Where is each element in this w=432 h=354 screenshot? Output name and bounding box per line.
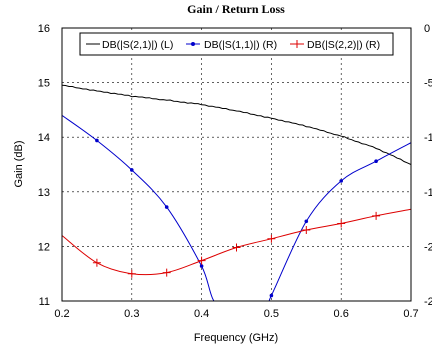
data-point-s22 bbox=[162, 268, 171, 277]
data-point-s22 bbox=[337, 219, 346, 228]
x-tick-label: 0.2 bbox=[54, 308, 69, 320]
chart-title: Gain / Return Loss bbox=[187, 2, 285, 16]
data-point-s11 bbox=[304, 219, 309, 224]
y2-tick-label: -2 bbox=[424, 296, 432, 308]
data-point-s11 bbox=[164, 205, 169, 209]
legend-marker-plus bbox=[293, 40, 301, 48]
series-group bbox=[62, 84, 411, 301]
series-layer bbox=[62, 84, 411, 301]
y2-tick-label: -1 bbox=[424, 187, 432, 199]
legend-label-3: DB(|S(2,2)|) (R) bbox=[307, 39, 380, 51]
x-tick-label: 0.6 bbox=[334, 308, 349, 320]
plot-frame bbox=[61, 27, 412, 302]
data-point-s22 bbox=[267, 234, 276, 243]
y-tick-label: 13 bbox=[38, 187, 50, 199]
legend: DB(|S(2,1)|) (L) DB(|S(1,1)|) (R) DB(|S(2,… bbox=[79, 32, 394, 56]
y-tick-label: 16 bbox=[38, 23, 50, 35]
tick-labels: 0.2 0.3 0.4 0.5 0.6 0.7 11 12 13 14 15 16 0 -5 -1 -1 -2 -… bbox=[38, 23, 432, 320]
data-point-s22 bbox=[127, 269, 136, 278]
legend-label-2: DB(|S(1,1)|) (R) bbox=[204, 39, 277, 51]
series-line-1 bbox=[62, 84, 411, 165]
y2-tick-label: -5 bbox=[424, 78, 432, 90]
y2-tick-label: -2 bbox=[424, 241, 432, 253]
data-point-s22 bbox=[92, 258, 101, 267]
data-point-s11 bbox=[95, 138, 99, 143]
series-line-3 bbox=[62, 208, 411, 276]
y2-tick-label: -1 bbox=[424, 132, 432, 144]
y2-tick-label: 0 bbox=[424, 23, 430, 35]
y-tick-label: 14 bbox=[38, 132, 50, 144]
y-axis-label: Gain (dB) bbox=[13, 140, 25, 187]
data-point-s22 bbox=[197, 256, 206, 265]
grid bbox=[62, 28, 411, 301]
data-point-s22 bbox=[232, 243, 241, 252]
data-point-s11 bbox=[339, 179, 344, 183]
y-tick-label: 15 bbox=[38, 78, 50, 90]
x-tick-label: 0.4 bbox=[194, 308, 209, 320]
data-point-s22 bbox=[302, 226, 311, 235]
y-tick-label: 11 bbox=[39, 296, 50, 308]
data-point-s11 bbox=[130, 168, 134, 172]
data-point-s11 bbox=[374, 159, 378, 164]
x-axis-label: Frequency (GHz) bbox=[194, 332, 278, 344]
x-tick-label: 0.7 bbox=[403, 308, 418, 320]
legend-box bbox=[79, 32, 394, 56]
data-point-s11 bbox=[269, 293, 274, 298]
series-line-2 bbox=[62, 114, 411, 301]
x-tick-label: 0.3 bbox=[124, 308, 139, 320]
legend-marker-dot bbox=[191, 42, 195, 46]
legend-label-1: DB(|S(2,1)|) (L) bbox=[102, 39, 173, 51]
data-point-s22 bbox=[372, 211, 381, 220]
y-tick-label: 12 bbox=[38, 241, 50, 253]
data-point-s11 bbox=[199, 264, 204, 268]
x-tick-label: 0.5 bbox=[264, 308, 279, 320]
